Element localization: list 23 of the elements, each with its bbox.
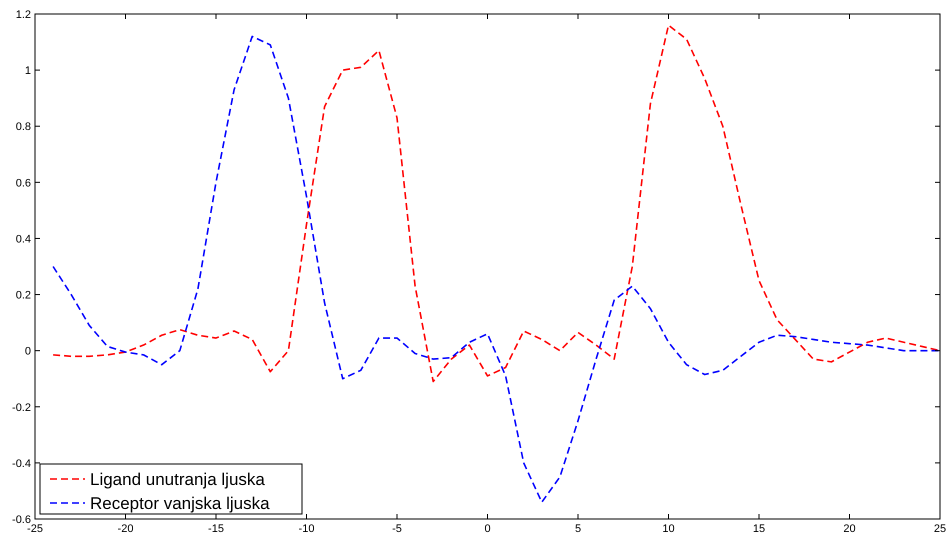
legend-label: Ligand unutranja ljuska: [90, 470, 266, 489]
y-tick-label: 1: [24, 65, 31, 78]
y-tick-label: 0.2: [16, 290, 31, 302]
y-tick-label: 0.6: [16, 177, 31, 190]
x-tick-label: 0: [484, 523, 491, 535]
x-tick-label: 20: [843, 523, 856, 535]
y-tick-label: -0.2: [12, 402, 31, 414]
legend-label: Receptor vanjska ljuska: [90, 494, 270, 513]
y-tick-label: 0.8: [16, 121, 31, 134]
x-tick-label: -20: [118, 523, 134, 535]
x-tick-label: -25: [27, 523, 43, 535]
y-tick-label: 1.2: [16, 9, 31, 21]
x-tick-label: -15: [208, 523, 224, 535]
x-tick-label: -5: [392, 523, 402, 535]
x-tick-label: 10: [662, 523, 675, 535]
y-tick-label: 0.4: [16, 233, 31, 246]
x-tick-label: 25: [934, 523, 946, 535]
x-tick-label: 15: [752, 523, 766, 535]
y-tick-label: -0.6: [12, 514, 31, 526]
x-tick-label: -10: [298, 523, 314, 535]
y-tick-label: 0: [24, 346, 31, 358]
x-tick-label: 5: [574, 523, 582, 535]
y-tick-label: -0.4: [12, 458, 31, 470]
